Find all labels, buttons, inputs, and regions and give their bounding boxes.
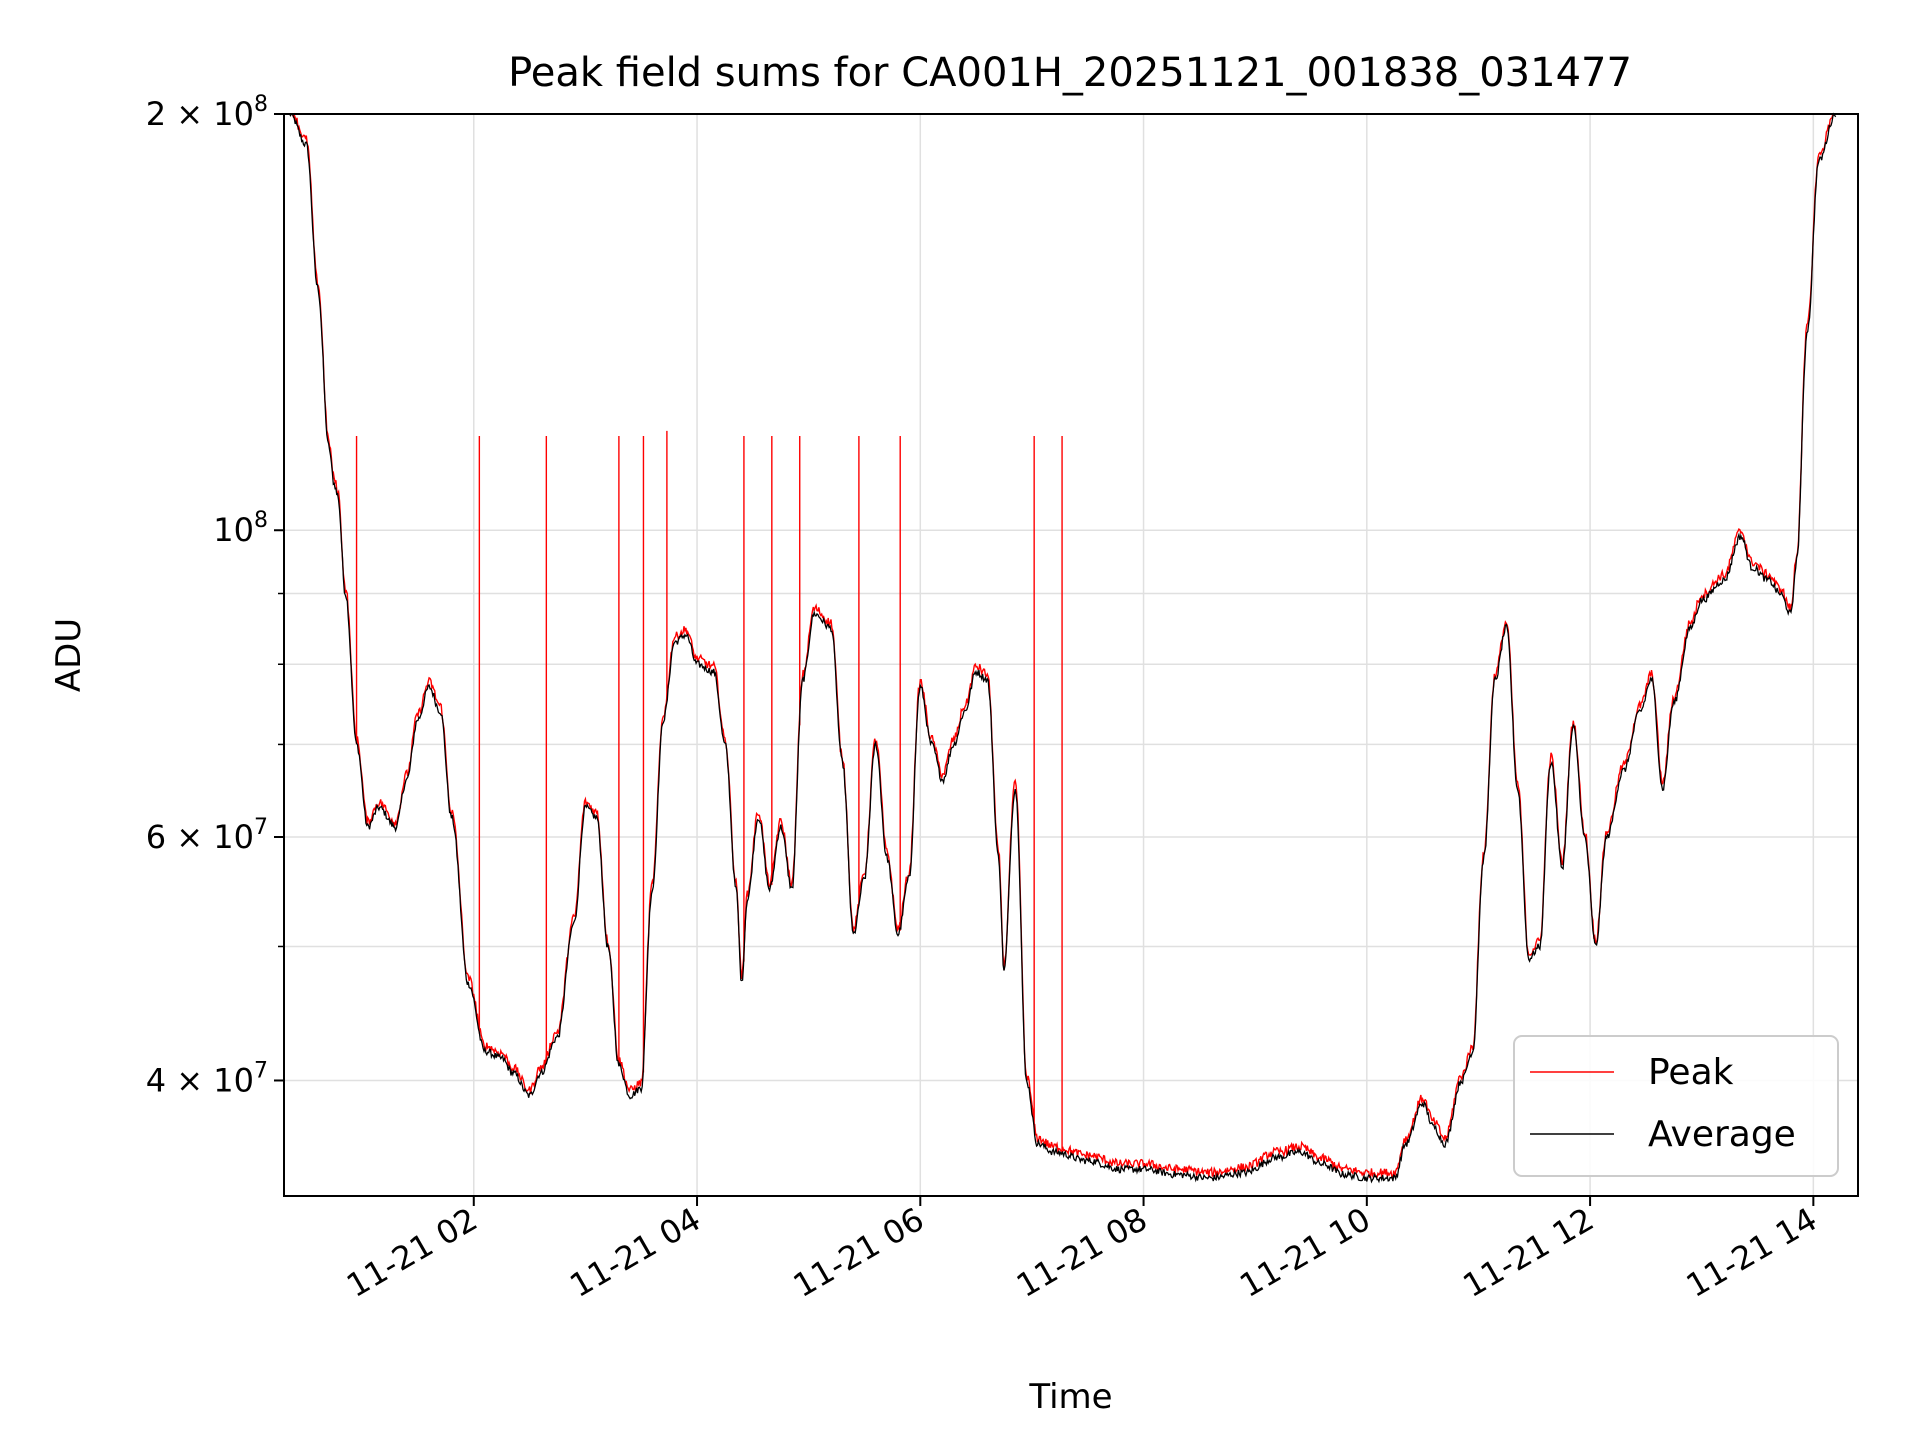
plot-frame <box>283 113 1859 1197</box>
legend-box <box>1513 1035 1839 1177</box>
chart-title: Peak field sums for CA001H_20251121_0018… <box>508 50 1632 96</box>
grid <box>284 113 1858 1196</box>
x-tick-label: 11-21 02 <box>340 1200 484 1305</box>
x-tick-label: 11-21 06 <box>787 1200 931 1305</box>
series-average <box>289 112 1837 1184</box>
legend: Peak Average <box>1513 1035 1839 1177</box>
y-tick-label: 2 × 108 <box>146 92 268 133</box>
legend-label-peak: Peak <box>1648 1052 1734 1093</box>
average-line <box>289 112 1837 1184</box>
series-peak <box>289 112 1836 1179</box>
x-tick-label: 11-21 12 <box>1456 1200 1600 1305</box>
x-tick-label: 11-21 10 <box>1233 1200 1377 1305</box>
y-axis-label: ADU <box>49 618 89 692</box>
y-axis: 2 × 108 108 6 × 107 4 × 107 <box>146 92 284 1099</box>
x-axis-label: Time <box>1028 1377 1112 1417</box>
x-tick-label: 11-21 04 <box>563 1200 707 1305</box>
x-tick-label: 11-21 08 <box>1010 1200 1154 1305</box>
y-tick-label: 4 × 107 <box>146 1058 268 1099</box>
y-tick-label: 6 × 107 <box>146 815 268 856</box>
x-axis: 11-21 02 11-21 04 11-21 06 11-21 08 11-21 10… <box>340 1196 1823 1305</box>
y-tick-label: 108 <box>213 508 268 549</box>
x-tick-label: 11-21 14 <box>1680 1200 1824 1305</box>
legend-label-average: Average <box>1648 1114 1796 1155</box>
